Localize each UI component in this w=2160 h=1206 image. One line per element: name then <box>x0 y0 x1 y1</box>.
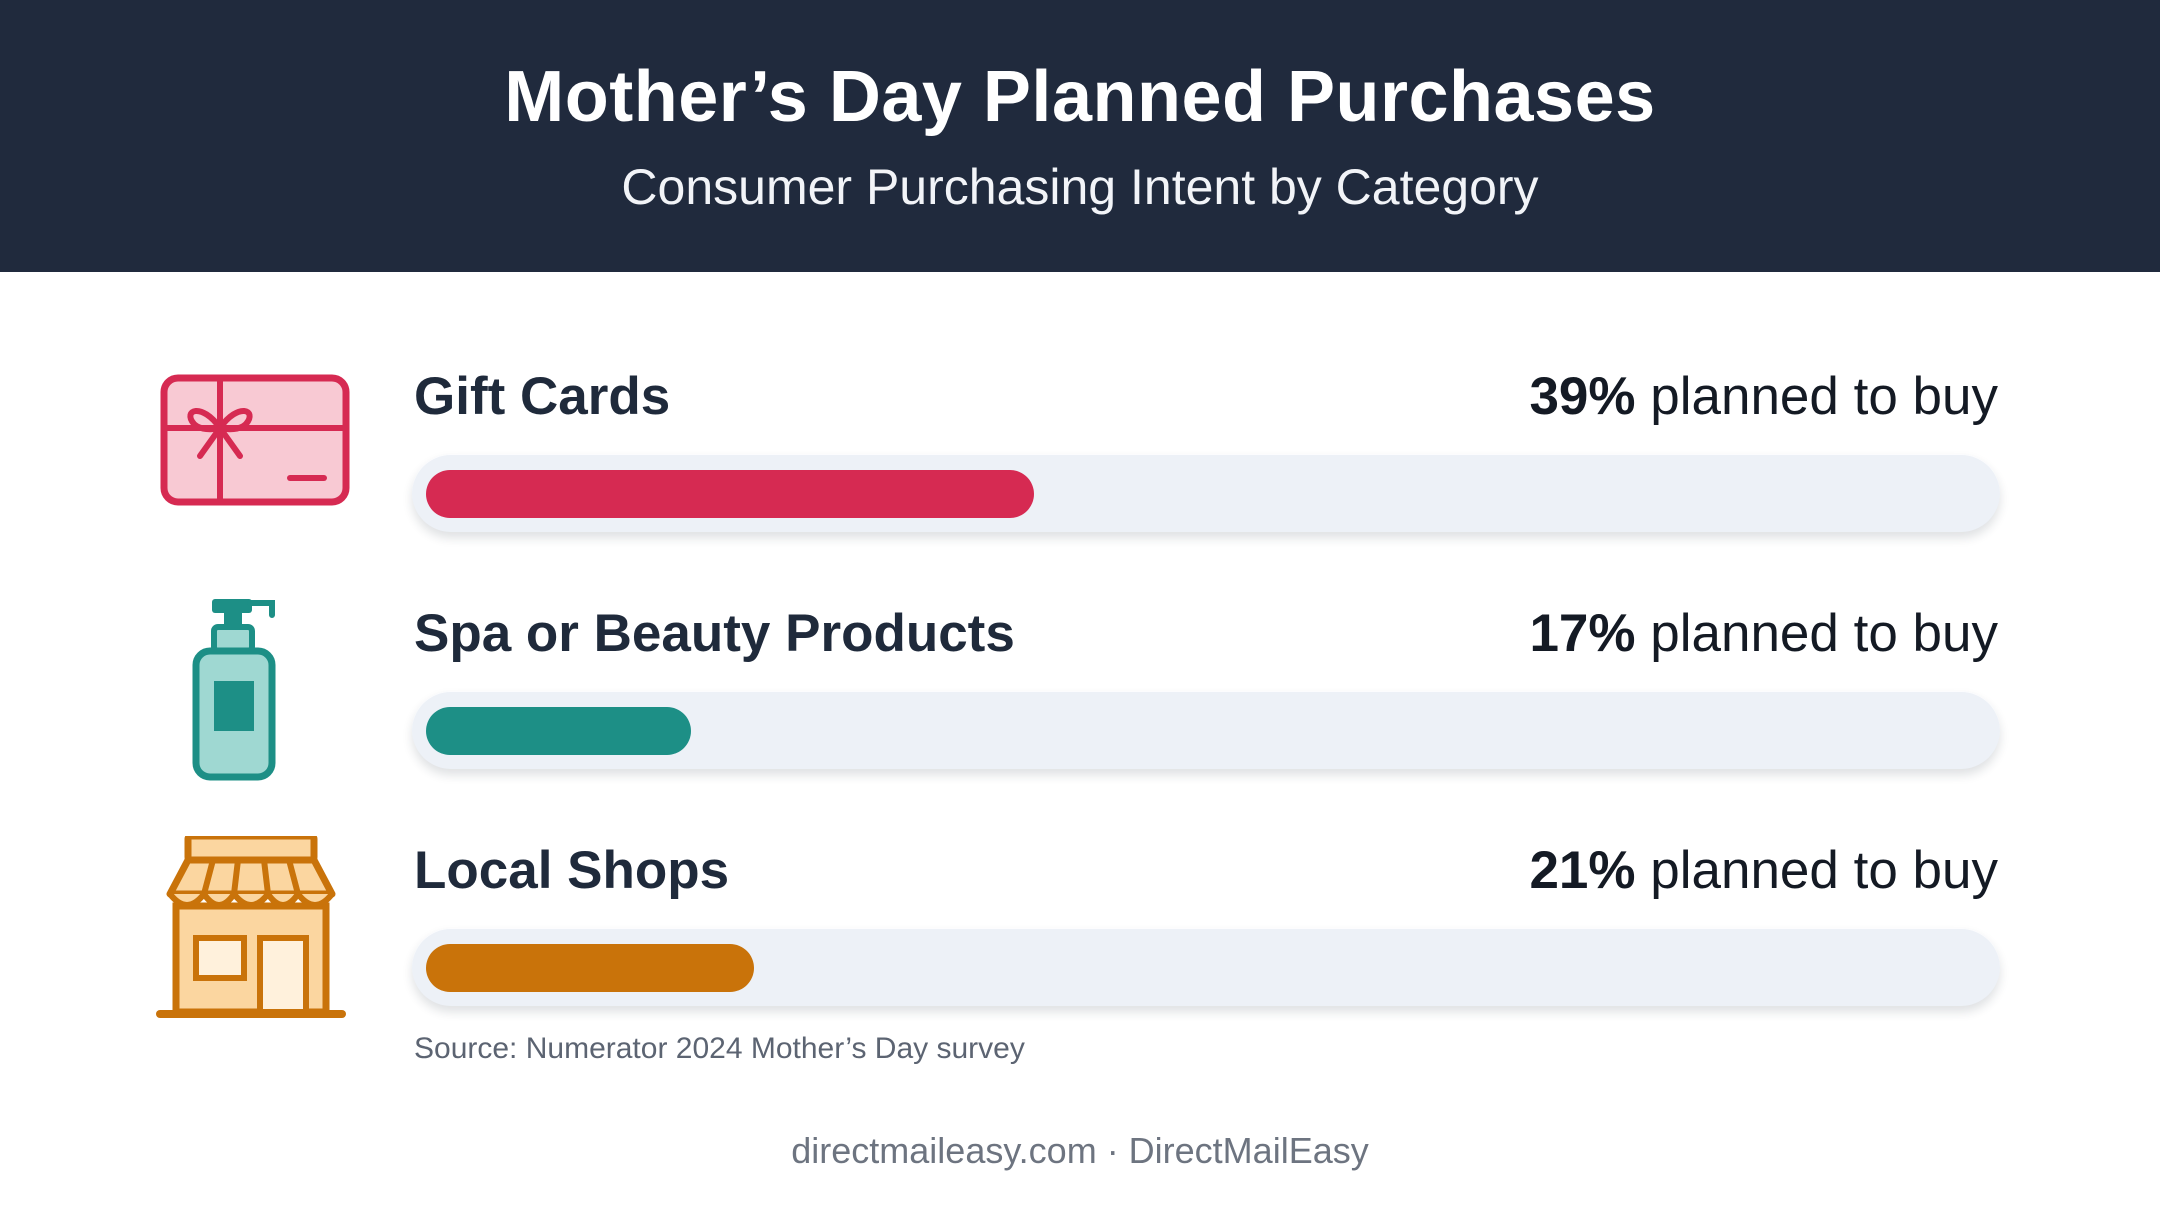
gift-card-icon <box>150 362 360 552</box>
bar-percent: 39% <box>1529 367 1636 426</box>
bar-row-spa-beauty: Spa or Beauty Products 17% planned to bu… <box>0 599 2160 799</box>
source-note: Source: Numerator 2024 Mother’s Day surv… <box>414 1032 1025 1065</box>
bar-percent: 21% <box>1529 841 1636 900</box>
bar-value-label: 21% planned to buy <box>1529 836 1998 906</box>
bar-row-local-shops: Local Shops 21% planned to buy <box>0 836 2160 1036</box>
bar-label: Spa or Beauty Products <box>414 604 1015 663</box>
bar-value-suffix: planned to buy <box>1650 604 1998 663</box>
bar-label: Gift Cards <box>414 367 671 426</box>
footer-credit: directmaileasy.com · DirectMailEasy <box>791 1130 1369 1171</box>
bar-value-suffix: planned to buy <box>1650 841 1998 900</box>
bar-track <box>412 928 2000 1006</box>
bar-value-label: 39% planned to buy <box>1529 362 1998 432</box>
bar-fill-gift-cards <box>426 470 1034 518</box>
lotion-bottle-icon <box>150 599 360 789</box>
bar-fill-spa-beauty <box>426 707 691 755</box>
bar-value-suffix: planned to buy <box>1650 367 1998 426</box>
bar-track <box>412 454 2000 532</box>
bar-fill-local-shops <box>426 944 754 992</box>
bar-value-label: 17% planned to buy <box>1529 599 1998 669</box>
bar-percent: 17% <box>1529 604 1636 663</box>
storefront-icon <box>150 836 360 1026</box>
page-subtitle: Consumer Purchasing Intent by Category <box>621 159 1539 215</box>
bar-track <box>412 691 2000 769</box>
page-title: Mother’s Day Planned Purchases <box>504 57 1656 137</box>
header: Mother’s Day Planned Purchases Consumer … <box>0 0 2160 272</box>
bar-label: Local Shops <box>414 841 730 900</box>
bar-row-gift-cards: Gift Cards 39% planned to buy <box>0 362 2160 562</box>
